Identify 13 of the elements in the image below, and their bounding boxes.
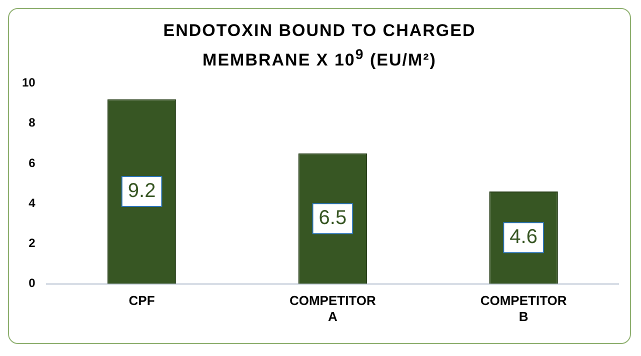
chart-title: ENDOTOXIN BOUND TO CHARGED MEMBRANE X 10$^{9}$ (EU/M²) — [162, 20, 477, 72]
y-tick-label: 0 — [28, 276, 36, 290]
y-tick-label: 4 — [28, 196, 36, 210]
y-tick-label: 2 — [28, 236, 36, 250]
x-tick-label: CPF — [128, 292, 155, 308]
data-label: 6.5 — [318, 206, 347, 229]
y-tick-label: 10 — [22, 75, 36, 90]
data-label: 9.2 — [128, 180, 156, 202]
data-label: 4.6 — [510, 226, 538, 248]
y-tick-label: 6 — [28, 155, 36, 170]
x-tick-label: COMPETITOR B — [480, 292, 568, 324]
y-tick-label: 8 — [28, 115, 36, 130]
x-tick-label: COMPETITOR A — [289, 292, 376, 324]
